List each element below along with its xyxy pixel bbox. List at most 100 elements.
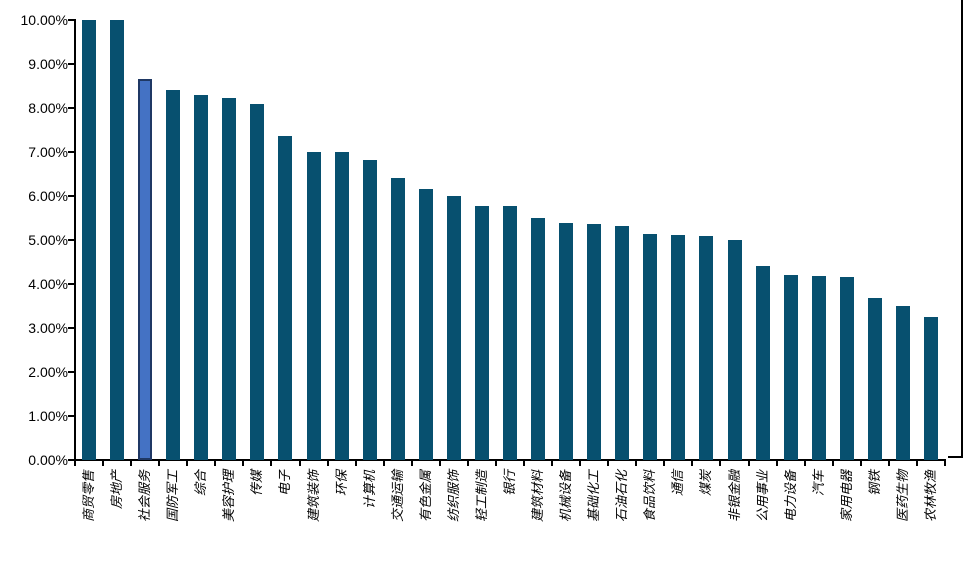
x-axis-tick xyxy=(326,461,329,466)
x-axis-line xyxy=(74,459,946,461)
x-axis-label: 美容护理 xyxy=(221,470,237,523)
bar xyxy=(474,205,489,460)
y-axis-tick-label: 7.00% xyxy=(28,144,68,160)
bar xyxy=(334,152,349,460)
x-axis-label: 农林牧渔 xyxy=(922,470,938,523)
x-axis-tick xyxy=(803,461,806,466)
x-axis-tick xyxy=(944,461,946,466)
y-axis-tick-label: 4.00% xyxy=(28,276,68,292)
x-axis-label: 银行 xyxy=(502,470,517,497)
x-axis-tick xyxy=(438,461,441,466)
x-axis-tick xyxy=(74,461,76,466)
bar xyxy=(559,223,574,460)
x-axis-tick xyxy=(551,461,554,466)
y-axis-tick-label: 10.00% xyxy=(20,12,68,28)
x-axis-label: 电力设备 xyxy=(782,470,798,523)
x-axis-label: 房地产 xyxy=(109,470,125,510)
x-axis-label: 轻工制造 xyxy=(473,470,489,523)
y-axis-tick xyxy=(68,19,74,21)
y-axis-tick xyxy=(68,371,74,373)
y-axis-tick xyxy=(68,415,74,417)
y-axis-tick xyxy=(68,195,74,197)
bar xyxy=(671,234,686,460)
x-axis-tick xyxy=(410,461,413,466)
bar xyxy=(166,90,181,460)
x-axis-label: 公用事业 xyxy=(754,470,770,523)
y-axis-line xyxy=(74,19,76,461)
x-axis-label: 纺织服饰 xyxy=(445,470,461,523)
bar xyxy=(839,276,854,460)
y-axis-tick xyxy=(68,459,74,461)
y-axis-tick-label: 8.00% xyxy=(28,100,68,116)
x-axis-label: 家用电器 xyxy=(838,470,854,523)
bar xyxy=(278,136,293,460)
x-axis-label: 综合 xyxy=(193,470,209,497)
bar xyxy=(110,20,125,460)
x-axis-label: 石油石化 xyxy=(614,470,630,523)
x-axis-tick xyxy=(354,461,357,466)
x-axis-tick xyxy=(579,461,582,466)
x-axis-tick xyxy=(691,461,694,466)
x-axis-label: 商贸零售 xyxy=(81,470,97,523)
bar xyxy=(250,103,265,460)
x-axis-tick xyxy=(635,461,638,466)
x-axis-tick xyxy=(747,461,750,466)
x-axis-tick xyxy=(859,461,862,466)
y-axis-tick-label: 9.00% xyxy=(28,56,68,72)
x-axis-tick xyxy=(915,461,918,466)
x-axis-label: 机械设备 xyxy=(558,470,574,523)
x-axis-tick xyxy=(270,461,273,466)
page-right-border xyxy=(961,0,963,458)
x-axis-label: 通信 xyxy=(670,470,686,497)
x-axis-tick xyxy=(466,461,469,466)
y-axis-tick-label: 0.00% xyxy=(28,452,68,468)
x-axis-tick xyxy=(494,461,497,466)
page-right-border-foot xyxy=(948,456,963,458)
x-axis-label: 计算机 xyxy=(361,470,377,510)
x-axis-label: 基础化工 xyxy=(586,470,602,523)
x-axis-label: 环保 xyxy=(333,470,349,497)
x-axis-tick xyxy=(298,461,301,466)
y-axis-tick xyxy=(68,239,74,241)
x-axis-tick xyxy=(831,461,834,466)
x-axis-label: 食品饮料 xyxy=(642,470,658,523)
bar xyxy=(755,265,770,460)
x-axis-label: 建筑装饰 xyxy=(305,470,321,523)
bar xyxy=(615,226,630,460)
bar xyxy=(418,188,433,460)
x-axis-label: 有色金属 xyxy=(417,470,433,523)
bar xyxy=(222,97,237,460)
bar xyxy=(783,275,798,460)
x-axis-tick xyxy=(607,461,610,466)
x-axis-label: 交通运输 xyxy=(389,470,405,523)
bar xyxy=(194,94,209,460)
y-axis-tick-label: 2.00% xyxy=(28,364,68,380)
x-axis-tick xyxy=(887,461,890,466)
bar xyxy=(587,223,602,460)
highlighted-bar xyxy=(138,79,153,460)
y-axis-tick xyxy=(68,107,74,109)
bar xyxy=(306,152,321,460)
y-axis-tick-label: 1.00% xyxy=(28,408,68,424)
bar xyxy=(895,306,910,460)
y-axis-tick xyxy=(68,151,74,153)
x-axis-tick xyxy=(158,461,161,466)
bar xyxy=(362,159,377,460)
bar xyxy=(699,235,714,460)
x-axis-tick xyxy=(775,461,778,466)
x-axis-label: 社会服务 xyxy=(137,470,153,523)
y-axis-tick xyxy=(68,63,74,65)
x-axis-label: 建筑材料 xyxy=(530,470,546,523)
x-axis-label: 煤炭 xyxy=(698,470,714,497)
x-axis-label: 国防军工 xyxy=(165,470,181,523)
bar xyxy=(446,195,461,460)
bar xyxy=(727,240,742,460)
bar xyxy=(643,233,658,460)
x-axis-tick xyxy=(242,461,245,466)
x-axis-tick xyxy=(186,461,189,466)
y-axis-tick-label: 6.00% xyxy=(28,188,68,204)
x-axis-tick xyxy=(663,461,666,466)
bar xyxy=(503,206,517,460)
x-axis-label: 汽车 xyxy=(810,470,826,497)
